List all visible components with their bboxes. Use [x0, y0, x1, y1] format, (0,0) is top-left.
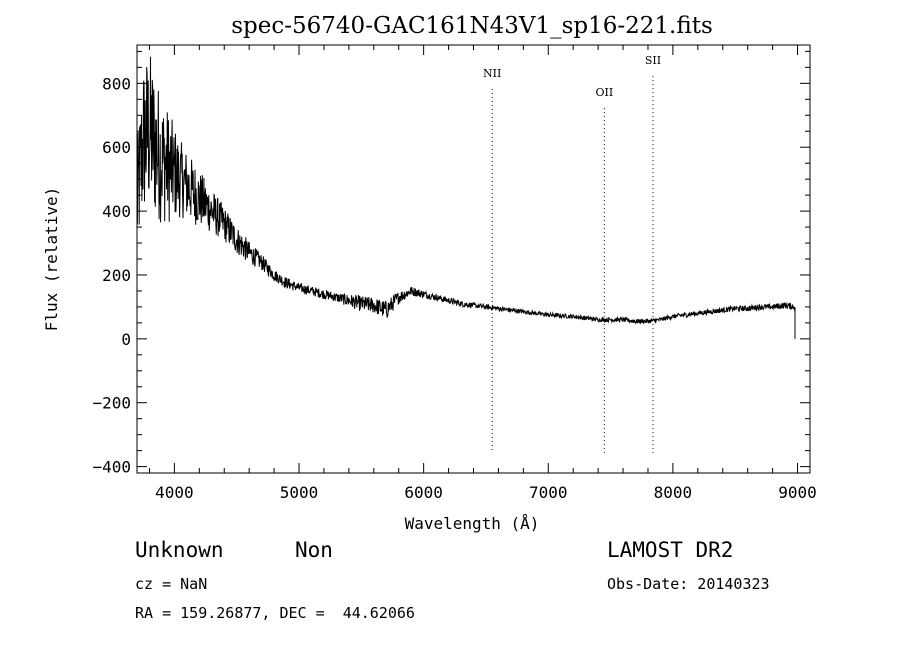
subclass-label: Non — [295, 538, 333, 562]
y-tick-label: 200 — [102, 266, 131, 285]
y-tick-label: 0 — [121, 330, 131, 349]
x-tick-label: 7000 — [529, 483, 568, 502]
emission-line-label: NII — [483, 67, 501, 80]
plot-frame — [136, 44, 811, 474]
y-axis-label: Flux (relative) — [42, 187, 61, 332]
y-tick-label: 800 — [102, 74, 131, 93]
obs-date-label: Obs-Date: 20140323 — [607, 575, 770, 593]
survey-label: LAMOST DR2 — [607, 538, 734, 562]
radec-label: RA = 159.26877, DEC = 44.62066 — [135, 604, 415, 622]
x-tick-label: 5000 — [280, 483, 319, 502]
chart-title: spec-56740-GAC161N43V1_sp16-221.fits — [231, 13, 713, 39]
x-tick-label: 9000 — [778, 483, 817, 502]
x-tick-label: 4000 — [155, 483, 194, 502]
axis-ticks: 4000 5000 6000 7000 8000 9000 −400 −200 0 200 400 6… — [92, 45, 817, 502]
spectrum-line — [136, 56, 796, 339]
emission-lines: NII OII SII — [483, 54, 661, 453]
cz-label: cz = NaN — [135, 575, 208, 593]
x-tick-label: 8000 — [654, 483, 693, 502]
y-tick-label: 600 — [102, 138, 131, 157]
emission-line-label: OII — [596, 86, 614, 99]
y-tick-label: 400 — [102, 202, 131, 221]
y-tick-label: −400 — [92, 458, 131, 477]
x-tick-label: 6000 — [404, 483, 443, 502]
emission-line-label: SII — [645, 54, 661, 67]
y-tick-label: −200 — [92, 394, 131, 413]
class-label: Unknown — [135, 538, 224, 562]
x-axis-label: Wavelength (Å) — [405, 514, 540, 533]
